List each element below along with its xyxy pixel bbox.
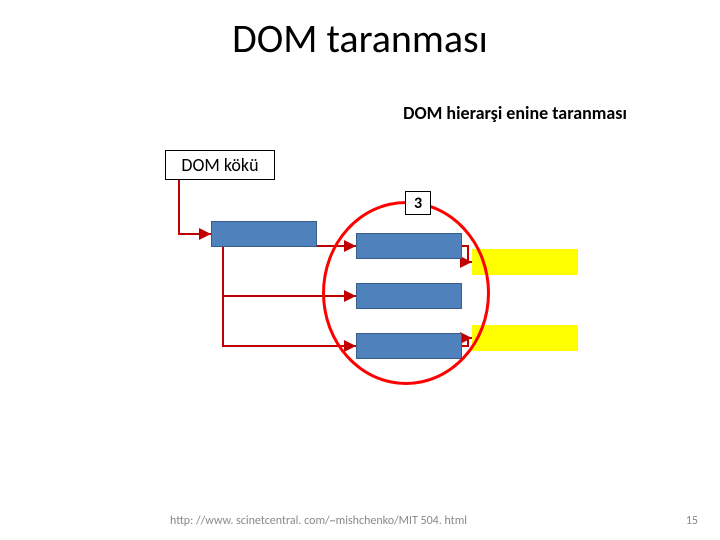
leaf-a bbox=[472, 249, 578, 275]
root-label: DOM kökü bbox=[165, 150, 275, 180]
step-number-text: 3 bbox=[414, 194, 422, 213]
slide-number: 15 bbox=[686, 514, 698, 528]
leaf-b bbox=[472, 325, 578, 351]
traversal-ellipse bbox=[322, 201, 490, 385]
node-child-1 bbox=[211, 221, 317, 247]
slide-title: DOM taranması bbox=[0, 14, 720, 63]
slide-subtitle: DOM hierarşi enine taranması bbox=[385, 102, 645, 124]
step-number-box: 3 bbox=[405, 191, 431, 215]
footer-url: http: //www. scinetcentral. com/~mishche… bbox=[170, 514, 467, 528]
root-label-text: DOM kökü bbox=[181, 154, 258, 176]
